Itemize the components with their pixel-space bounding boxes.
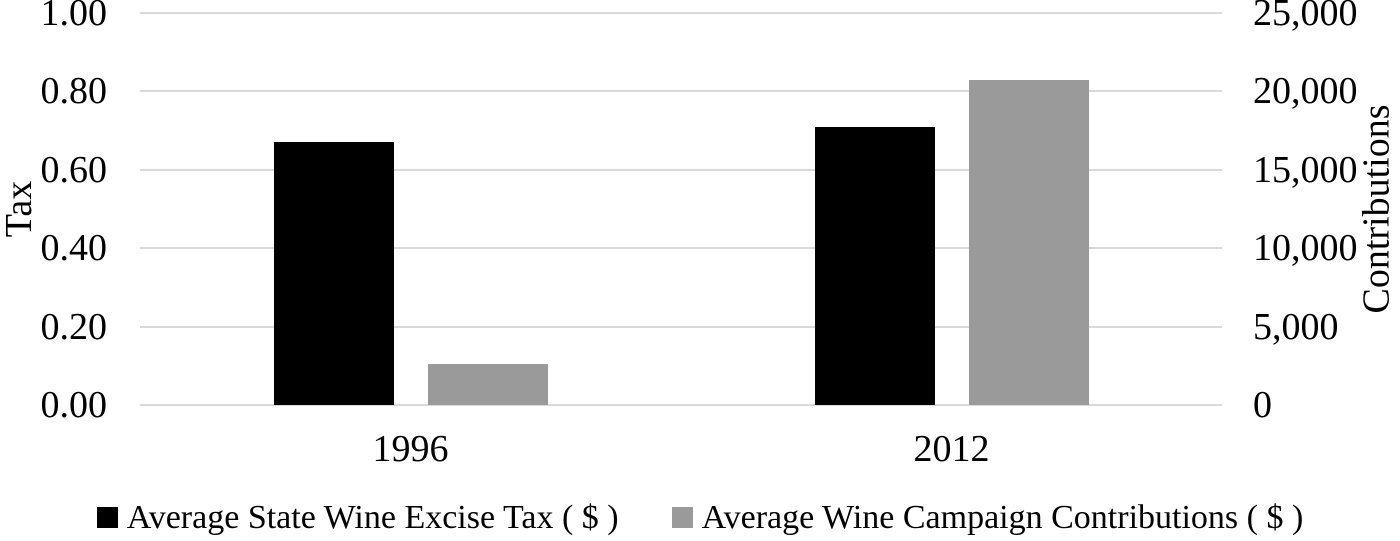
right-axis-tick-label: 20,000: [1253, 70, 1358, 113]
left-axis-tick-label: 0.20: [40, 305, 108, 348]
plot-area: [140, 12, 1222, 406]
bar-campaign-contributions-1996: [427, 364, 548, 405]
x-axis-label-1996: 1996: [372, 428, 449, 470]
right-axis-tick-label: 5,000: [1253, 305, 1339, 348]
legend-label: Average Wine Campaign Contributions ( $ …: [701, 499, 1304, 536]
gridline: [140, 12, 1222, 14]
left-axis-tick-label: 0.60: [40, 148, 108, 191]
left-axis-tick-label: 0.40: [40, 227, 108, 270]
bar-group-1996: [140, 13, 681, 405]
gridline: [140, 404, 1222, 406]
legend-swatch-icon: [671, 507, 693, 529]
legend: Average State Wine Excise Tax ( $ ) Avera…: [0, 499, 1400, 536]
left-axis-ticks: 1.00 0.80 0.60 0.40 0.20 0.00: [0, 0, 112, 424]
left-axis-tick-label: 0.80: [40, 70, 108, 113]
left-axis-tick-label: 0.00: [40, 384, 108, 426]
legend-swatch-icon: [96, 507, 118, 529]
bar-group-2012: [681, 13, 1222, 405]
x-axis-label-2012: 2012: [913, 428, 990, 470]
gridline: [140, 325, 1222, 328]
gridline: [140, 168, 1222, 171]
right-axis-tick-label: 25,000: [1253, 0, 1358, 34]
bar-campaign-contributions-2012: [968, 80, 1089, 405]
left-axis-tick-label: 1.00: [40, 0, 108, 34]
right-axis-title-container: Contributions: [1356, 13, 1398, 405]
right-axis-tick-label: 15,000: [1253, 148, 1358, 191]
legend-label: Average State Wine Excise Tax ( $ ): [126, 499, 619, 536]
right-axis-ticks: 25,000 20,000 15,000 10,000 5,000 0: [1253, 0, 1393, 424]
legend-item-excise-tax: Average State Wine Excise Tax ( $ ): [96, 499, 619, 536]
bar-excise-tax-2012: [814, 126, 935, 405]
bar-excise-tax-1996: [273, 142, 394, 405]
x-axis-labels: 1996 2012: [140, 430, 1222, 472]
right-axis-title: Contributions: [1356, 104, 1398, 314]
legend-item-campaign-contributions: Average Wine Campaign Contributions ( $ …: [671, 499, 1304, 536]
right-axis-tick-label: 10,000: [1253, 227, 1358, 270]
gridline: [140, 247, 1222, 250]
right-axis-tick-label: 0: [1253, 384, 1272, 426]
gridline: [140, 90, 1222, 93]
